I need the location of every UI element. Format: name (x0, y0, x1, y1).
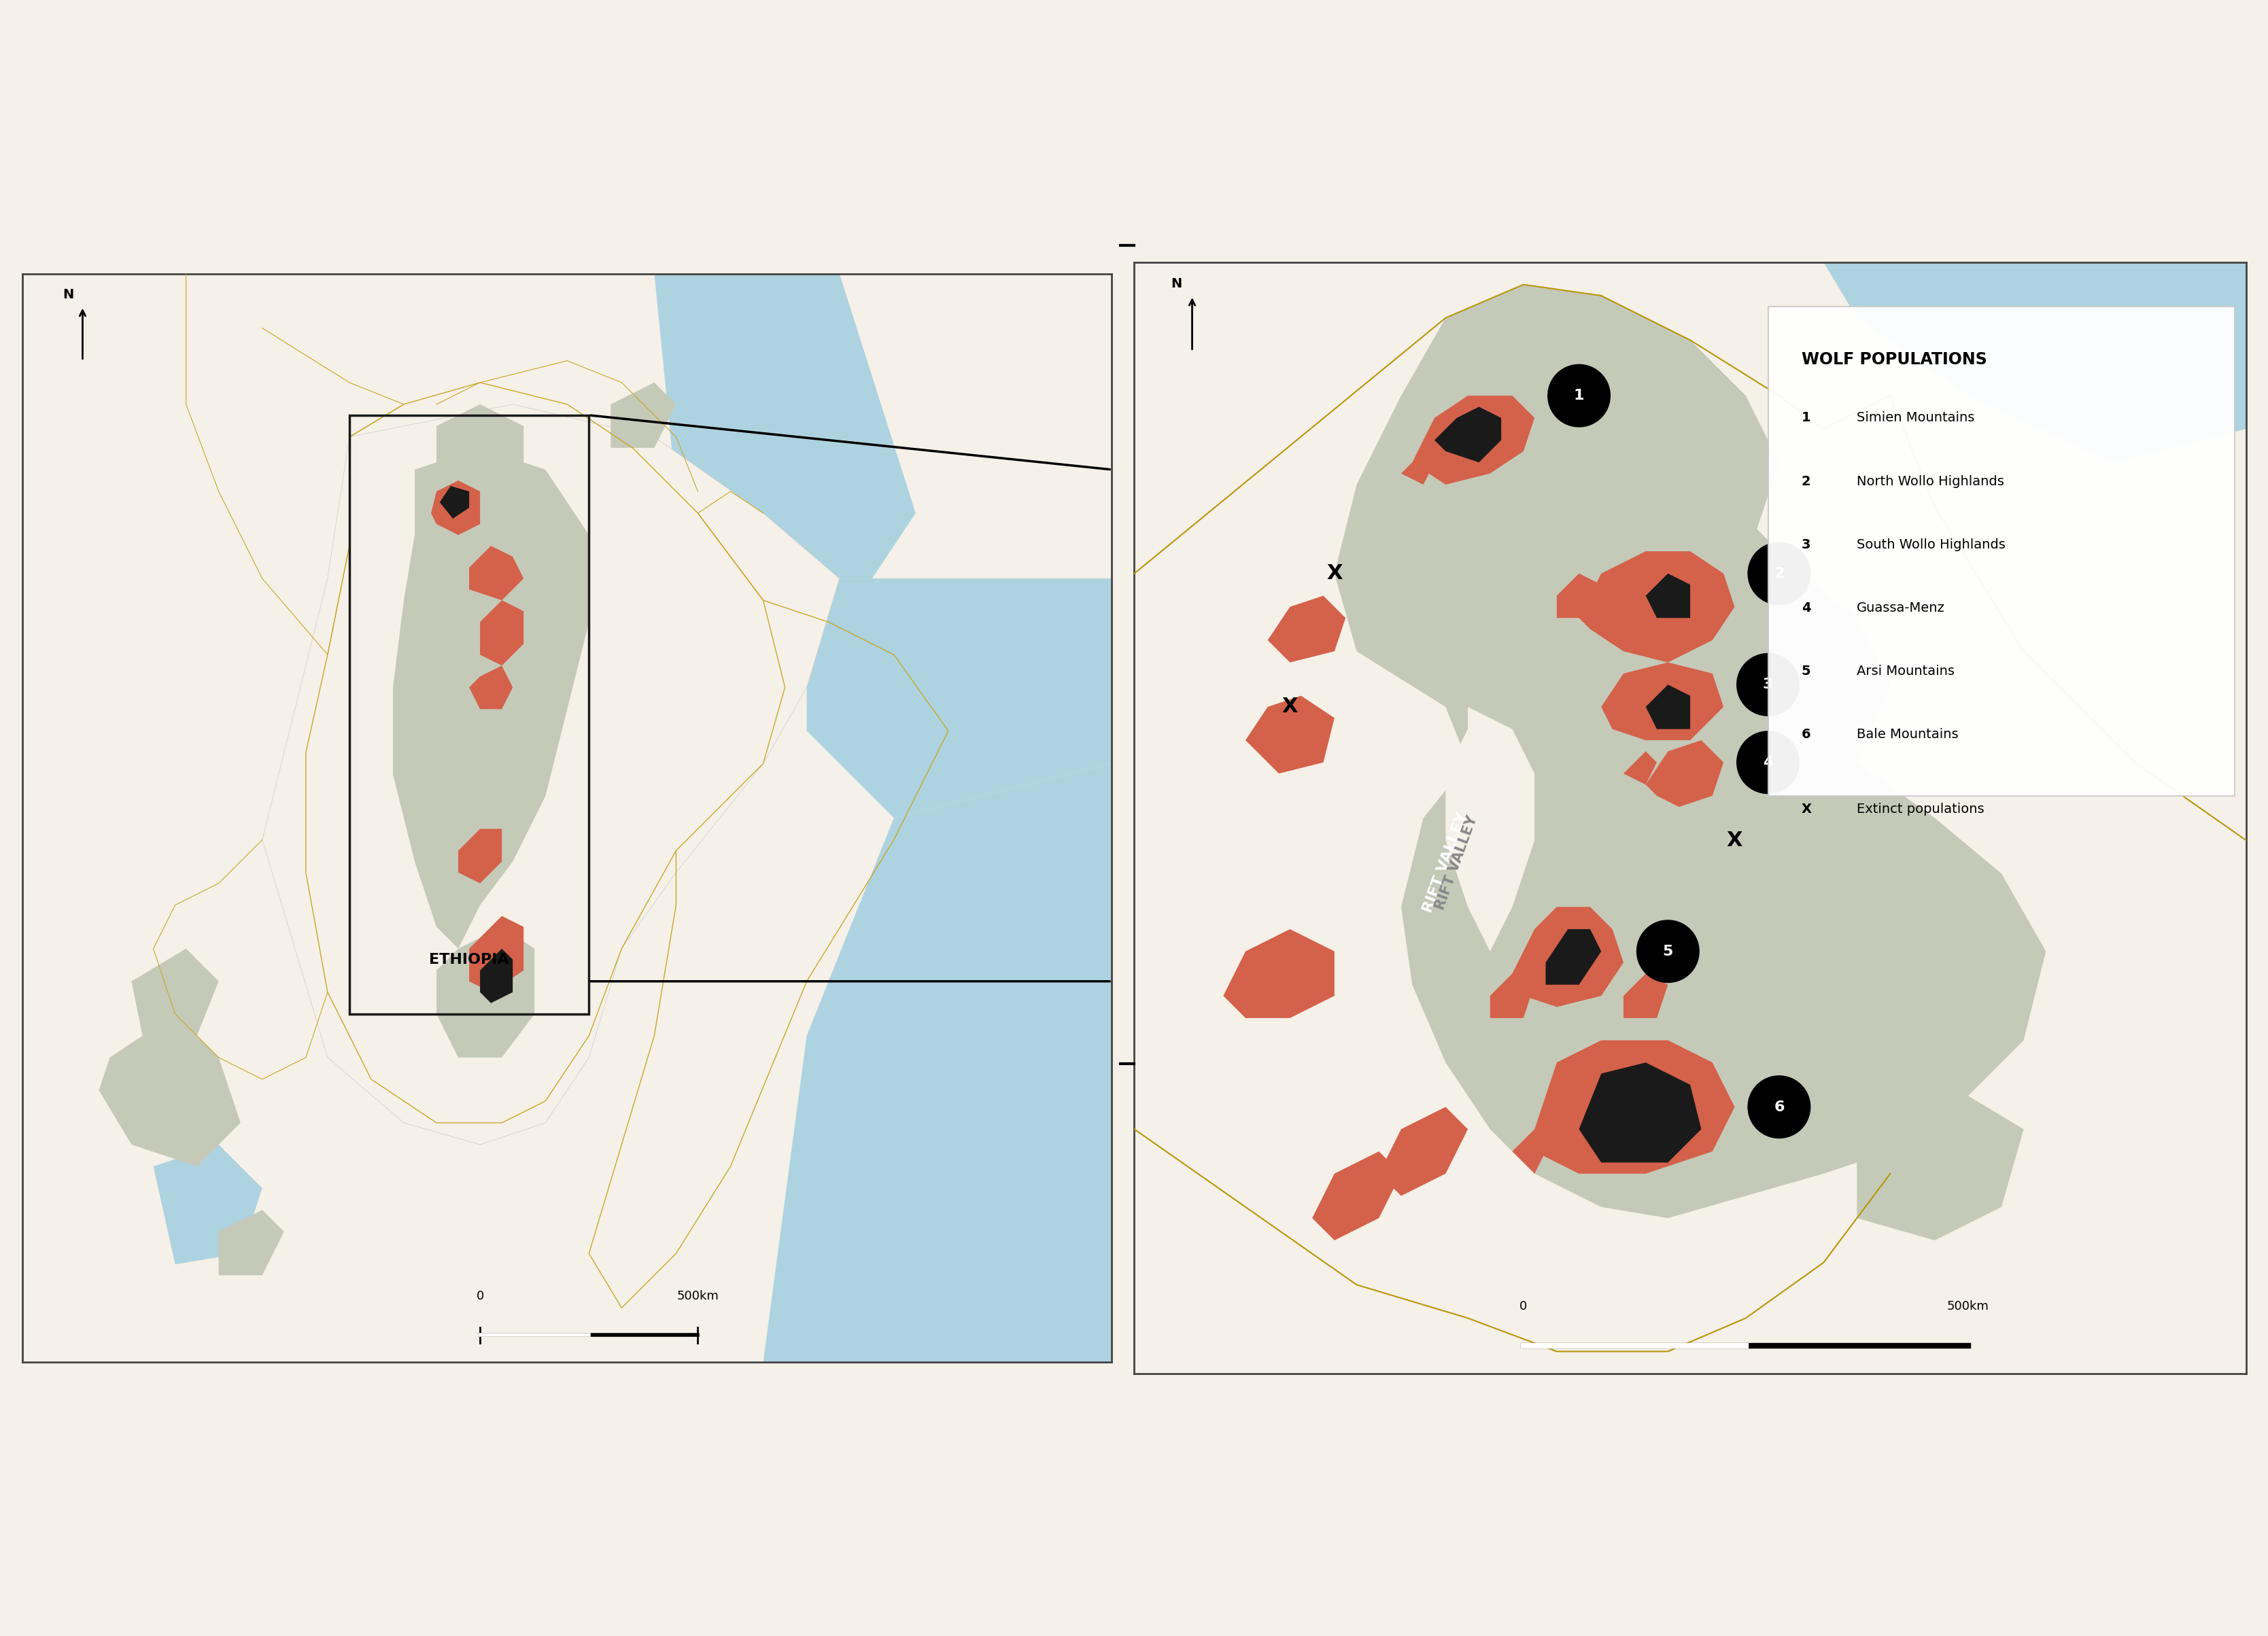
Text: N: N (1170, 276, 1182, 290)
Text: 0: 0 (476, 1291, 483, 1302)
Polygon shape (431, 481, 481, 535)
Polygon shape (1613, 551, 1678, 618)
Polygon shape (1311, 1152, 1402, 1240)
Polygon shape (1644, 684, 1690, 730)
Text: 500km: 500km (1946, 1301, 1989, 1312)
Circle shape (1547, 365, 1610, 427)
Circle shape (1635, 919, 1699, 983)
Polygon shape (469, 546, 524, 600)
Polygon shape (1245, 695, 1334, 774)
Polygon shape (435, 928, 535, 1057)
Polygon shape (1334, 285, 2046, 1219)
Text: 0: 0 (1520, 1301, 1526, 1312)
Text: 3: 3 (1762, 677, 1774, 692)
Text: 1: 1 (1801, 411, 1810, 424)
Polygon shape (1402, 452, 1433, 484)
Text: X: X (1327, 564, 1343, 584)
Polygon shape (218, 1211, 284, 1274)
Polygon shape (1644, 574, 1690, 618)
Polygon shape (1823, 262, 2245, 463)
Polygon shape (1222, 929, 1334, 1018)
Polygon shape (469, 666, 513, 708)
Polygon shape (392, 448, 590, 949)
Text: 1: 1 (1574, 389, 1583, 402)
Text: RIFT VALLEY: RIFT VALLEY (1420, 810, 1470, 915)
Polygon shape (1268, 596, 1345, 663)
Polygon shape (1545, 929, 1601, 985)
FancyBboxPatch shape (1767, 308, 2234, 795)
Text: Bale Mountains: Bale Mountains (1855, 728, 1957, 741)
Polygon shape (23, 273, 1111, 1363)
Polygon shape (1579, 1062, 1701, 1163)
Polygon shape (1445, 707, 1533, 952)
Text: 3: 3 (1801, 538, 1810, 551)
Text: ETHIOPIA: ETHIOPIA (429, 952, 508, 967)
Text: 4: 4 (1801, 602, 1810, 615)
Polygon shape (435, 404, 524, 491)
Polygon shape (653, 273, 916, 579)
Text: 500km: 500km (676, 1291, 719, 1302)
Text: Simien Mountains: Simien Mountains (1855, 411, 1973, 424)
Text: RIFT VALLEY: RIFT VALLEY (1433, 813, 1479, 911)
Polygon shape (1601, 663, 1724, 739)
Polygon shape (1513, 906, 1624, 1006)
Polygon shape (469, 916, 524, 991)
Polygon shape (762, 764, 1111, 1363)
Polygon shape (807, 579, 1111, 818)
Polygon shape (458, 829, 501, 883)
Polygon shape (1624, 751, 1656, 785)
Text: 6: 6 (1774, 1099, 1785, 1114)
Polygon shape (1579, 551, 1735, 663)
Text: X: X (1281, 697, 1297, 717)
Polygon shape (1134, 262, 2245, 1374)
Polygon shape (481, 600, 524, 666)
Text: 2: 2 (1801, 474, 1810, 488)
Text: X: X (1726, 831, 1742, 851)
Text: 5: 5 (1801, 664, 1810, 677)
Text: Arsi Mountains: Arsi Mountains (1855, 664, 1955, 677)
Polygon shape (1411, 396, 1533, 484)
Polygon shape (1490, 973, 1533, 1018)
Polygon shape (610, 383, 676, 448)
Polygon shape (100, 1014, 240, 1166)
Text: South Wollo Highlands: South Wollo Highlands (1855, 538, 2005, 551)
Text: 5: 5 (1662, 944, 1674, 959)
Circle shape (1737, 653, 1799, 717)
Polygon shape (1778, 874, 2023, 1085)
Polygon shape (1624, 973, 1667, 1018)
Circle shape (1737, 731, 1799, 793)
Polygon shape (1433, 407, 1501, 463)
Polygon shape (1644, 739, 1724, 807)
Polygon shape (1533, 1040, 1735, 1173)
Text: Guassa-Menz: Guassa-Menz (1855, 602, 1944, 615)
Text: 4: 4 (1762, 756, 1774, 769)
Circle shape (1746, 543, 1810, 605)
Polygon shape (154, 1145, 263, 1265)
Polygon shape (1855, 1096, 2023, 1240)
Text: 6: 6 (1801, 728, 1810, 741)
Text: X: X (1801, 803, 1810, 816)
Polygon shape (440, 486, 469, 519)
Polygon shape (263, 404, 839, 1145)
Polygon shape (481, 949, 513, 1003)
Text: WOLF POPULATIONS: WOLF POPULATIONS (1801, 352, 1987, 368)
Polygon shape (1422, 417, 1467, 452)
Circle shape (1746, 1076, 1810, 1139)
Polygon shape (1379, 1108, 1467, 1196)
Text: North Wollo Highlands: North Wollo Highlands (1855, 474, 2003, 488)
Polygon shape (1556, 574, 1601, 618)
Text: 2: 2 (1774, 566, 1785, 581)
Text: Extinct populations: Extinct populations (1855, 803, 1984, 816)
Polygon shape (1513, 1129, 1545, 1173)
Polygon shape (132, 949, 218, 1036)
Text: N: N (64, 288, 75, 301)
